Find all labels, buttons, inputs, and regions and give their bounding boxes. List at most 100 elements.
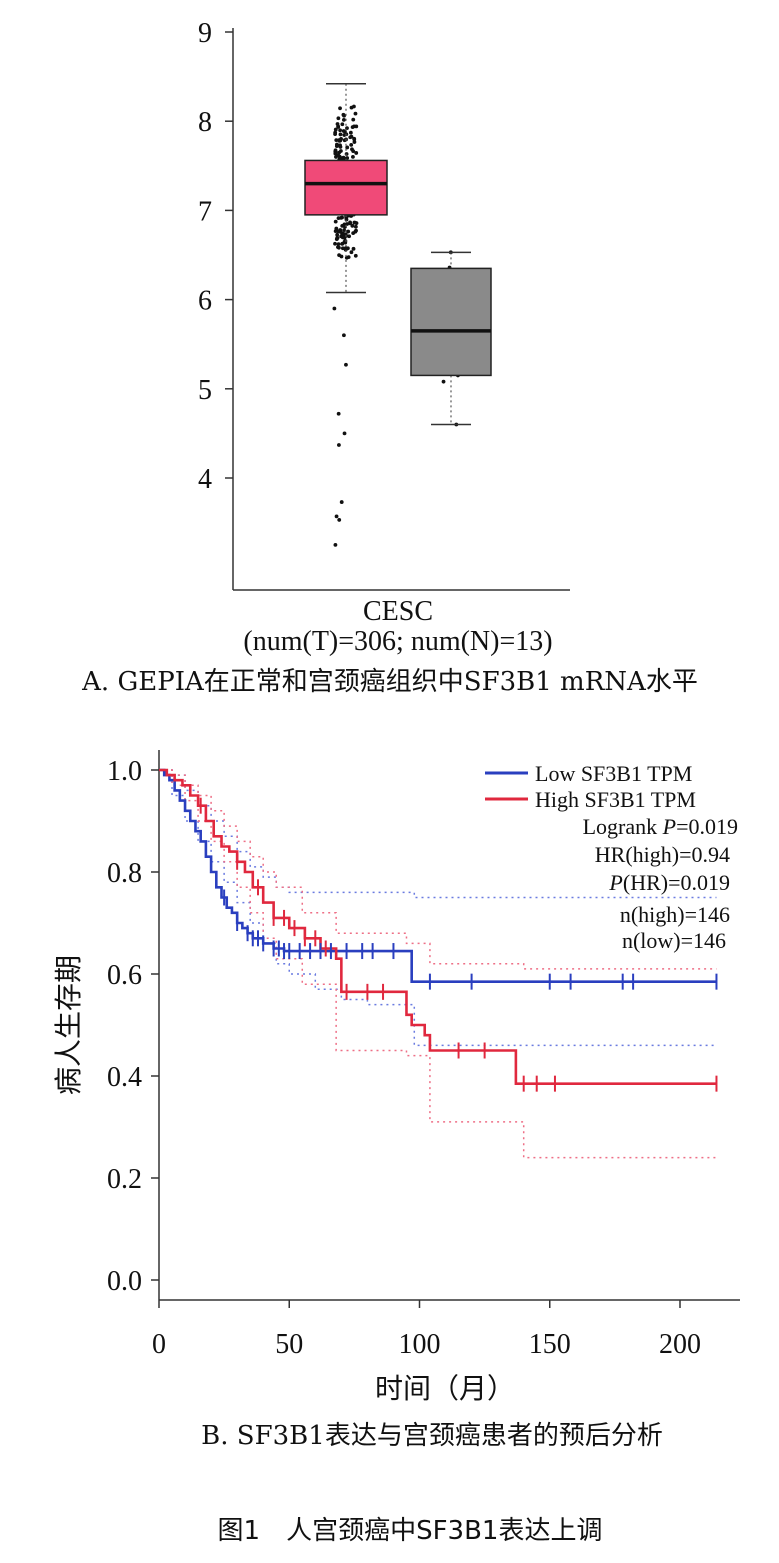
tumor-point [346, 229, 351, 234]
tumor-point [352, 140, 357, 144]
ci-upper-line [159, 769, 717, 970]
tumor-point [340, 122, 345, 127]
box-y-tick-label: 6 [198, 286, 212, 317]
km-y-label: 病人生存期 [53, 955, 85, 1095]
tumor-point [351, 154, 355, 159]
tumor-point [346, 255, 351, 260]
tumor-point [347, 234, 352, 239]
figure-caption: 图1 人宫颈癌中SF3B1表达上调 [218, 1516, 603, 1546]
tumor-outlier-point [339, 500, 344, 504]
tumor-outlier-point [334, 514, 339, 519]
km-y-tick-label: 0.8 [107, 858, 142, 889]
ci-lower-line [159, 769, 717, 1159]
normal-point [441, 379, 446, 384]
tumor-point [344, 246, 348, 250]
logrank-value: =0.019 [676, 814, 738, 839]
tumor-point [340, 223, 345, 228]
panel-a-caption: A. GEPIA在正常和宫颈癌组织中SF3B1 mRNA水平 [81, 667, 698, 697]
km-censor-marks [199, 797, 718, 1092]
km-y-tick-label: 1.0 [107, 756, 142, 787]
hr-p-value: P(HR)=0.019 [608, 870, 730, 895]
tumor-point [336, 229, 341, 234]
logrank-p: Logrank P=0.019 [583, 814, 738, 839]
tumor-point [340, 246, 345, 251]
ci-upper-line [159, 769, 717, 899]
box-y-tick-label: 5 [198, 375, 212, 406]
panel-b-caption: B. SF3B1表达与宫颈癌患者的预后分析 [201, 1421, 663, 1451]
tumor-point [335, 232, 340, 237]
survival-panel: 0.0 0.2 0.4 0.6 0.8 1.0 0 50 100 150 200 Low SF3B… [53, 750, 740, 1451]
km-y-tick-label: 0.2 [107, 1164, 142, 1195]
box-elements [304, 82, 492, 426]
km-y-ticks: 0.0 0.2 0.4 0.6 0.8 1.0 [107, 756, 159, 1297]
tumor-point [348, 130, 353, 135]
n-low: n(low)=146 [622, 928, 726, 953]
tumor-point [338, 128, 343, 133]
km-x-tick-label: 50 [275, 1329, 303, 1360]
tumor-outlier-point [333, 543, 338, 547]
logrank-p-symbol: P [662, 814, 676, 839]
box-y-tick-label: 9 [198, 18, 212, 49]
tumor-outlier-point [337, 518, 342, 522]
box-iqr-T [304, 159, 388, 216]
tumor-point [334, 144, 339, 149]
tumor-point [334, 138, 339, 143]
tumor-point [349, 142, 354, 147]
tumor-point [342, 235, 347, 240]
tumor-point [348, 221, 353, 226]
n-high: n(high)=146 [620, 902, 730, 927]
tumor-outlier-point [342, 431, 347, 436]
tumor-point [351, 117, 356, 122]
tumor-outlier-point [337, 443, 341, 447]
tumor-point [351, 149, 356, 154]
tumor-point [336, 242, 341, 246]
legend-label-high: High SF3B1 TPM [535, 787, 696, 812]
tumor-outlier-point [332, 306, 337, 311]
tumor-point [353, 229, 358, 234]
tumor-point [337, 150, 341, 155]
tumor-point [349, 105, 354, 110]
tumor-point [353, 224, 358, 229]
box-iqr-N [410, 267, 492, 377]
tumor-point [343, 232, 348, 237]
tumor-point [336, 116, 341, 121]
km-y-tick-label: 0.4 [107, 1062, 142, 1093]
tumor-point [350, 223, 355, 228]
km-y-tick-label: 0.0 [107, 1266, 142, 1297]
tumor-outlier-point [342, 333, 346, 338]
km-legend: Low SF3B1 TPM High SF3B1 TPM Logrank P=0… [485, 761, 738, 953]
km-x-ticks: 0 50 100 150 200 [152, 1300, 701, 1360]
box-y-tick-label: 7 [198, 196, 212, 227]
tumor-point [354, 221, 359, 226]
tumor-point [342, 228, 347, 233]
tumor-point [333, 219, 338, 224]
tumor-point [348, 135, 353, 140]
tumor-point [353, 111, 358, 116]
box-plot-panel: 4 5 6 7 8 9 CESC (num(T)=306; num(N)=13) A. G… [81, 18, 698, 697]
tumor-point [333, 151, 338, 156]
tumor-point [342, 113, 346, 118]
tumor-point [339, 215, 343, 220]
tumor-outlier-point [344, 362, 348, 367]
tumor-point [333, 132, 338, 137]
box-sample-count: (num(T)=306; num(N)=13) [243, 626, 552, 657]
km-x-tick-label: 0 [152, 1329, 166, 1360]
tumor-point [352, 136, 357, 141]
tumor-point [354, 124, 359, 129]
tumor-point [340, 241, 345, 246]
tumor-point [341, 117, 346, 122]
logrank-prefix: Logrank [583, 814, 663, 839]
tumor-point [349, 250, 354, 255]
tumor-point [338, 106, 342, 111]
tumor-point [335, 236, 340, 240]
km-y-tick-label: 0.6 [107, 960, 142, 991]
tumor-outlier-point [336, 411, 341, 416]
legend-label-low: Low SF3B1 TPM [535, 761, 692, 786]
km-x-tick-label: 200 [659, 1329, 701, 1360]
km-x-tick-label: 100 [399, 1329, 441, 1360]
hazard-ratio: HR(high)=0.94 [595, 842, 730, 867]
tumor-point [333, 127, 338, 132]
tumor-point [337, 245, 341, 250]
box-y-ticks: 4 5 6 7 8 9 [198, 18, 233, 495]
